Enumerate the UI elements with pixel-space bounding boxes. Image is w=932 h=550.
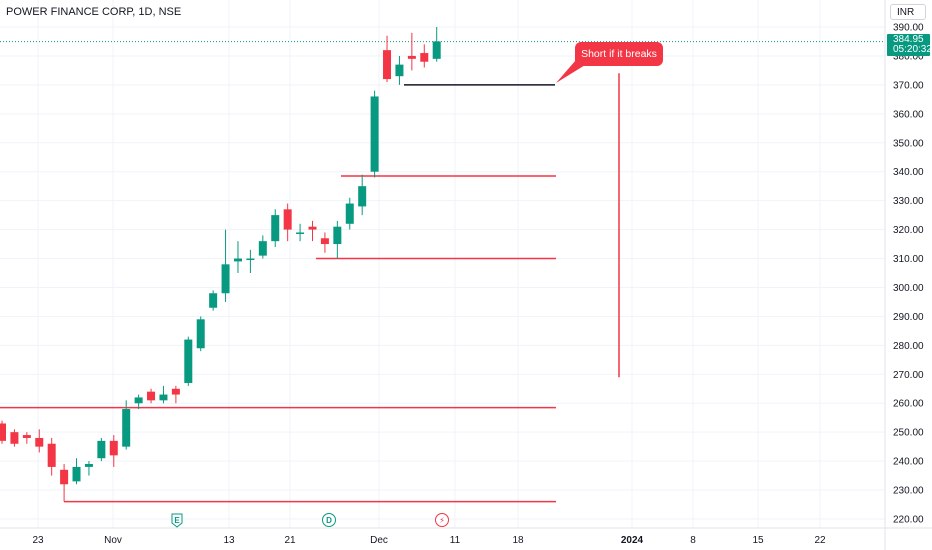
time-axis-label: 18: [512, 535, 524, 546]
price-axis-label: 220.00: [893, 515, 924, 526]
event-label: ⚡: [439, 516, 445, 525]
time-axis-label: 21: [284, 535, 296, 546]
price-axis-label: 250.00: [893, 428, 924, 439]
dividend-event-icon[interactable]: [322, 513, 336, 527]
candle-body[interactable]: [296, 232, 305, 234]
candle-body[interactable]: [10, 432, 19, 444]
price-axis-label: 390.00: [893, 23, 924, 34]
candle-body[interactable]: [233, 258, 242, 262]
countdown-timer: 05:20:32: [893, 44, 932, 55]
candle-body[interactable]: [420, 53, 429, 62]
event-label: D: [326, 516, 332, 525]
candle-body[interactable]: [345, 203, 354, 224]
candle-body[interactable]: [333, 226, 342, 245]
candle-body[interactable]: [35, 437, 44, 447]
candle-body[interactable]: [159, 394, 168, 401]
candle-body[interactable]: [358, 186, 367, 207]
last-price-value: 384.95: [893, 34, 924, 45]
candle-body[interactable]: [209, 293, 218, 308]
candle-body[interactable]: [109, 440, 118, 456]
candle-body[interactable]: [246, 258, 255, 261]
candle-body[interactable]: [84, 464, 93, 467]
candle-body[interactable]: [171, 388, 180, 395]
price-axis-label: 360.00: [893, 109, 924, 120]
time-axis-label: 11: [450, 535, 461, 546]
last-price-tag: 384.95 05:20:32: [887, 34, 932, 56]
candle-body[interactable]: [432, 41, 441, 59]
split-event-icon[interactable]: [435, 513, 449, 527]
candle-body[interactable]: [271, 215, 280, 242]
candle-body[interactable]: [383, 50, 392, 80]
candle-body[interactable]: [196, 319, 205, 349]
time-axis-label: Dec: [370, 535, 388, 546]
time-axis-label: 23: [32, 535, 44, 546]
candle-body[interactable]: [0, 423, 6, 441]
price-axis-label: 270.00: [893, 370, 924, 381]
annotation-callout[interactable]: Short if it breaks: [575, 42, 663, 66]
price-axis-label: 260.00: [893, 399, 924, 410]
candle-body[interactable]: [22, 435, 31, 438]
candle-body[interactable]: [147, 391, 156, 401]
candle-body[interactable]: [97, 440, 106, 459]
symbol-title: POWER FINANCE CORP, 1D, NSE: [6, 6, 182, 18]
candle-body[interactable]: [320, 238, 329, 245]
event-label: E: [174, 516, 180, 525]
candle-body[interactable]: [47, 443, 56, 467]
candle-body[interactable]: [407, 55, 416, 59]
candle-body[interactable]: [60, 469, 69, 485]
price-axis-label: 340.00: [893, 167, 924, 178]
time-axis-label: 15: [752, 535, 764, 546]
price-axis-label: 380.00: [893, 51, 924, 62]
candle-body[interactable]: [283, 209, 292, 230]
candle-body[interactable]: [134, 397, 143, 404]
price-axis-label: 310.00: [893, 254, 924, 265]
currency-selector[interactable]: INR: [890, 4, 926, 20]
price-axis-label: 330.00: [893, 196, 924, 207]
price-axis-label: 320.00: [893, 225, 924, 236]
time-axis-label: Nov: [104, 535, 122, 546]
candle-body[interactable]: [184, 339, 193, 383]
candle-body[interactable]: [370, 96, 379, 172]
price-axis-label: 290.00: [893, 312, 924, 323]
candle-body[interactable]: [122, 409, 131, 447]
time-axis-label: 8: [690, 535, 696, 546]
time-axis-label: 13: [223, 535, 235, 546]
price-axis-label: 240.00: [893, 457, 924, 468]
earnings-event-icon[interactable]: [171, 513, 183, 528]
price-axis-label: 300.00: [893, 283, 924, 294]
candle-body[interactable]: [221, 264, 230, 294]
price-axis-label: 350.00: [893, 138, 924, 149]
price-axis-label: 280.00: [893, 341, 924, 352]
candle-body[interactable]: [258, 241, 267, 256]
time-axis-label: 22: [814, 535, 826, 546]
time-axis-label: 2024: [621, 535, 644, 546]
price-axis-label: 370.00: [893, 80, 924, 91]
price-axis-label: 230.00: [893, 486, 924, 497]
candle-body[interactable]: [308, 226, 317, 230]
candle-body[interactable]: [395, 64, 404, 77]
candle-body[interactable]: [72, 466, 81, 482]
